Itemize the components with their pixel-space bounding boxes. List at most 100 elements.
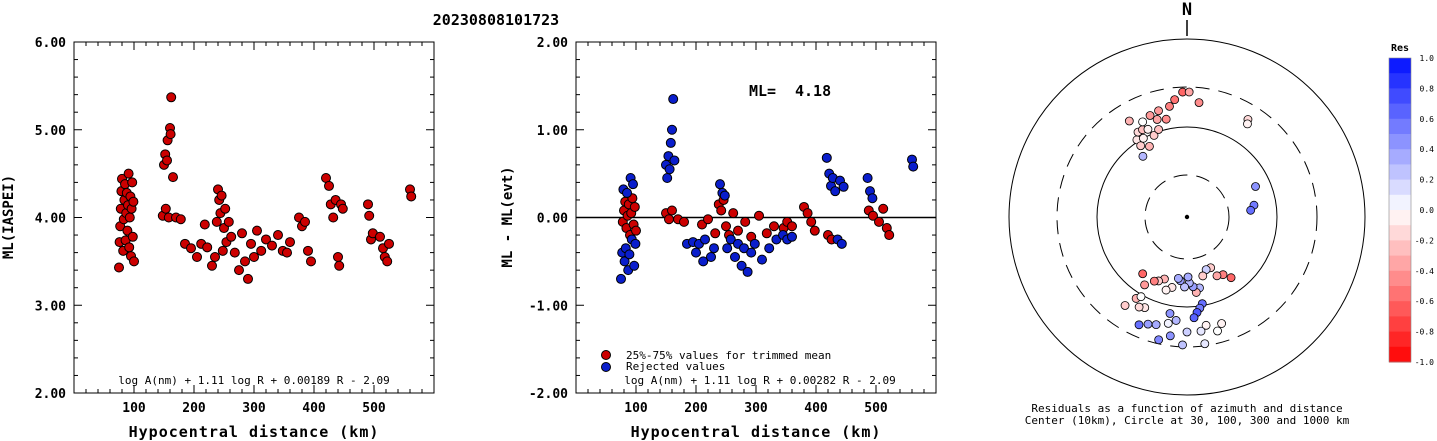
y-tick-label: 0.00 — [537, 212, 568, 227]
data-point — [273, 230, 283, 241]
station-point — [1140, 280, 1150, 290]
station-point — [1143, 319, 1153, 329]
colorbar-tick-label: 0.4 — [1420, 145, 1435, 154]
data-point — [124, 242, 135, 253]
station-point — [1136, 141, 1146, 151]
station-point — [1154, 106, 1163, 116]
data-point — [364, 210, 375, 221]
data-point — [243, 273, 253, 284]
data-point — [746, 247, 757, 258]
station-point — [1136, 292, 1146, 302]
data-point — [217, 245, 228, 256]
distance-ring — [1144, 174, 1230, 260]
data-point — [721, 221, 731, 232]
station-point — [1212, 271, 1222, 281]
azimuth-station-points — [1120, 87, 1260, 350]
data-point — [168, 172, 178, 183]
data-point — [691, 247, 701, 258]
station-point — [1134, 302, 1144, 312]
data-point — [328, 212, 339, 223]
station-point — [1217, 319, 1227, 328]
station-point — [1152, 115, 1162, 124]
data-point — [207, 260, 217, 271]
colorbar-cell — [1389, 103, 1411, 120]
station-point — [1182, 327, 1192, 337]
panel-azimuth: N Residuals as a function of azimuth and… — [1008, 0, 1366, 427]
station-point — [1143, 124, 1153, 134]
data-point — [787, 221, 797, 232]
legend-marker-rejected — [601, 362, 611, 372]
station-point — [1251, 182, 1260, 191]
station-point — [1189, 313, 1199, 323]
data-point — [211, 216, 222, 227]
data-point — [664, 214, 674, 225]
data-point — [665, 137, 676, 148]
data-point — [806, 216, 817, 227]
data-point — [237, 228, 247, 239]
colorbar-tick-label: 0.0 — [1420, 206, 1435, 215]
data-point — [867, 193, 878, 204]
data-point — [769, 221, 779, 232]
data-point — [725, 234, 736, 245]
data-point — [631, 225, 641, 236]
data-point — [300, 216, 310, 227]
colorbar-tick-label: -0.2 — [1415, 236, 1434, 245]
data-point — [226, 231, 237, 242]
y-tick-label: 2.00 — [537, 36, 568, 51]
station-point — [1161, 285, 1171, 295]
data-point — [127, 177, 138, 188]
data-point — [878, 203, 889, 214]
panel-magnitude-points — [114, 92, 417, 284]
data-point — [754, 210, 764, 221]
y-tick-label: 1.00 — [537, 124, 568, 139]
data-point — [114, 262, 124, 273]
data-point — [246, 238, 256, 249]
distance-ring — [1056, 86, 1318, 348]
colorbar-cell — [1389, 301, 1411, 317]
colorbar-frame — [1388, 57, 1412, 363]
station-point — [1178, 340, 1187, 350]
data-point — [629, 201, 640, 212]
x-tick-label: 200 — [182, 401, 206, 416]
data-point — [252, 225, 262, 236]
panel-residual-xlabel: Hypocentral distance (km) — [631, 423, 882, 441]
data-point — [166, 92, 177, 103]
y-tick-label: 3.00 — [35, 299, 66, 314]
station-point — [1171, 316, 1181, 325]
data-point — [862, 173, 873, 184]
azimuth-rings — [1008, 38, 1366, 396]
data-point — [710, 228, 721, 239]
colorbar-tick-label: 1.0 — [1420, 54, 1435, 63]
colorbar-tick-label: -0.8 — [1415, 328, 1434, 337]
ml-annotation-label: ML= — [749, 82, 776, 100]
station-point — [1138, 133, 1148, 143]
data-point — [664, 164, 675, 175]
x-tick-label: 100 — [122, 401, 146, 416]
data-point — [337, 203, 348, 214]
data-point — [199, 219, 210, 230]
station-point — [1246, 205, 1256, 215]
data-point — [223, 216, 234, 227]
x-tick-label: 200 — [684, 401, 708, 416]
colorbar-cell — [1389, 331, 1411, 348]
y-tick-label: -1.00 — [529, 299, 568, 314]
data-point — [736, 260, 747, 271]
data-point — [836, 238, 847, 249]
x-tick-label: 100 — [624, 401, 648, 416]
data-point — [630, 238, 641, 249]
x-tick-label: 500 — [864, 401, 888, 416]
panel-magnitude-ylabel: ML(IASPEI) — [1, 175, 17, 259]
colorbar-cell — [1389, 179, 1411, 196]
data-point — [240, 256, 250, 267]
data-point — [129, 256, 139, 267]
x-tick-label: 400 — [302, 401, 326, 416]
colorbar-cell — [1389, 240, 1411, 257]
x-tick-label: 400 — [804, 401, 828, 416]
distance-ring — [1096, 126, 1278, 308]
colorbar-cell — [1389, 58, 1411, 74]
data-point — [722, 243, 733, 254]
data-point — [733, 225, 743, 236]
data-point — [628, 179, 638, 190]
data-point — [234, 265, 244, 276]
station-point — [1165, 309, 1175, 318]
